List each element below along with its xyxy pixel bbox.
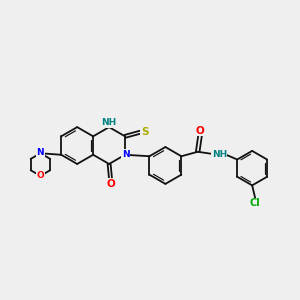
Text: NH: NH: [212, 150, 227, 159]
Text: Cl: Cl: [250, 198, 260, 208]
Text: N: N: [122, 150, 130, 159]
Text: O: O: [37, 171, 44, 180]
Text: O: O: [196, 126, 204, 136]
Text: N: N: [37, 148, 44, 157]
Text: NH: NH: [101, 118, 117, 127]
Text: S: S: [141, 127, 148, 137]
Text: O: O: [106, 179, 115, 189]
